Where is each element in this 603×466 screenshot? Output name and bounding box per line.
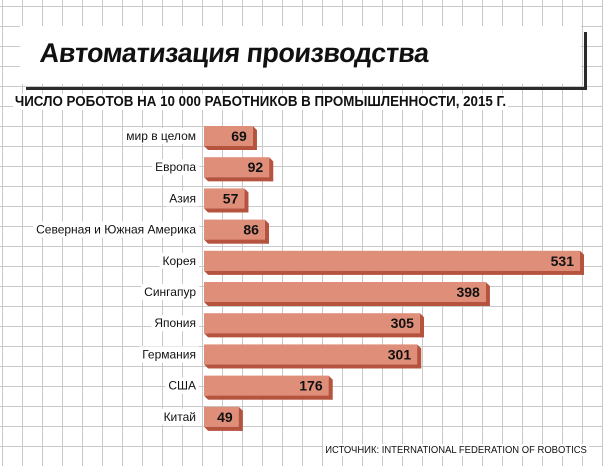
bar-bottom [208, 239, 269, 244]
bar-side [269, 161, 274, 182]
bar [204, 219, 265, 240]
source-note: ИСТОЧНИК: INTERNATIONAL FEDERATION OF RO… [323, 444, 589, 456]
bar-bottom [208, 177, 274, 182]
value-label: 49 [217, 409, 233, 425]
category-label-bg [141, 284, 200, 300]
category-label: Европа [155, 160, 196, 174]
value-label: 176 [299, 378, 323, 394]
bar-bottom [208, 333, 424, 338]
category-label-bg [152, 159, 200, 176]
category-label: мир в целом [126, 129, 196, 143]
bar-bottom [208, 364, 422, 369]
bar-side [328, 379, 333, 400]
bar [204, 313, 420, 334]
category-label: Япония [154, 316, 196, 330]
bar-bottom [208, 395, 333, 400]
bar-side [238, 410, 243, 431]
bar-bottom [208, 146, 257, 150]
value-label: 57 [223, 190, 239, 206]
bar [204, 406, 239, 427]
bar [204, 250, 580, 271]
bar-bottom [208, 270, 584, 275]
bar [204, 282, 486, 302]
bar-side [264, 223, 269, 244]
bar-side [252, 130, 257, 150]
category-label-bg [159, 252, 199, 269]
bar-bottom [208, 208, 249, 213]
category-label: Китай [164, 410, 196, 424]
bar-side [419, 317, 424, 338]
bar-bottom [208, 302, 490, 306]
category-label: Северная и Южная Америка [36, 223, 196, 237]
bar-side [580, 254, 584, 275]
bar [204, 188, 245, 209]
value-label: 86 [243, 222, 259, 238]
value-label: 305 [391, 315, 415, 331]
bar-side [417, 348, 422, 369]
category-label-bg [165, 377, 199, 394]
category-label-bg [139, 346, 199, 363]
value-label: 398 [456, 284, 480, 300]
category-label: США [168, 379, 196, 393]
value-label: 301 [388, 346, 412, 362]
bar-side [485, 286, 490, 306]
bar [204, 157, 270, 178]
chart-subtitle: ЧИСЛО РОБОТОВ НА 10 000 РАБОТНИКОВ В ПРО… [13, 94, 508, 110]
bar-side [244, 192, 249, 213]
bar [204, 344, 418, 365]
category-label-bg [160, 408, 199, 425]
value-label: 531 [551, 253, 575, 269]
category-label-bg [166, 190, 199, 207]
value-label: 92 [248, 159, 264, 175]
category-label-bg [123, 128, 199, 144]
category-label: Германия [142, 347, 196, 361]
category-label: Сингапур [144, 285, 196, 299]
bar [204, 375, 329, 396]
bar-bottom [208, 426, 243, 431]
category-label: Корея [162, 254, 196, 268]
category-label-bg [33, 221, 200, 238]
bar [204, 126, 253, 146]
category-label-bg [151, 315, 199, 332]
category-label: Азия [169, 191, 196, 205]
value-label: 69 [231, 128, 247, 144]
